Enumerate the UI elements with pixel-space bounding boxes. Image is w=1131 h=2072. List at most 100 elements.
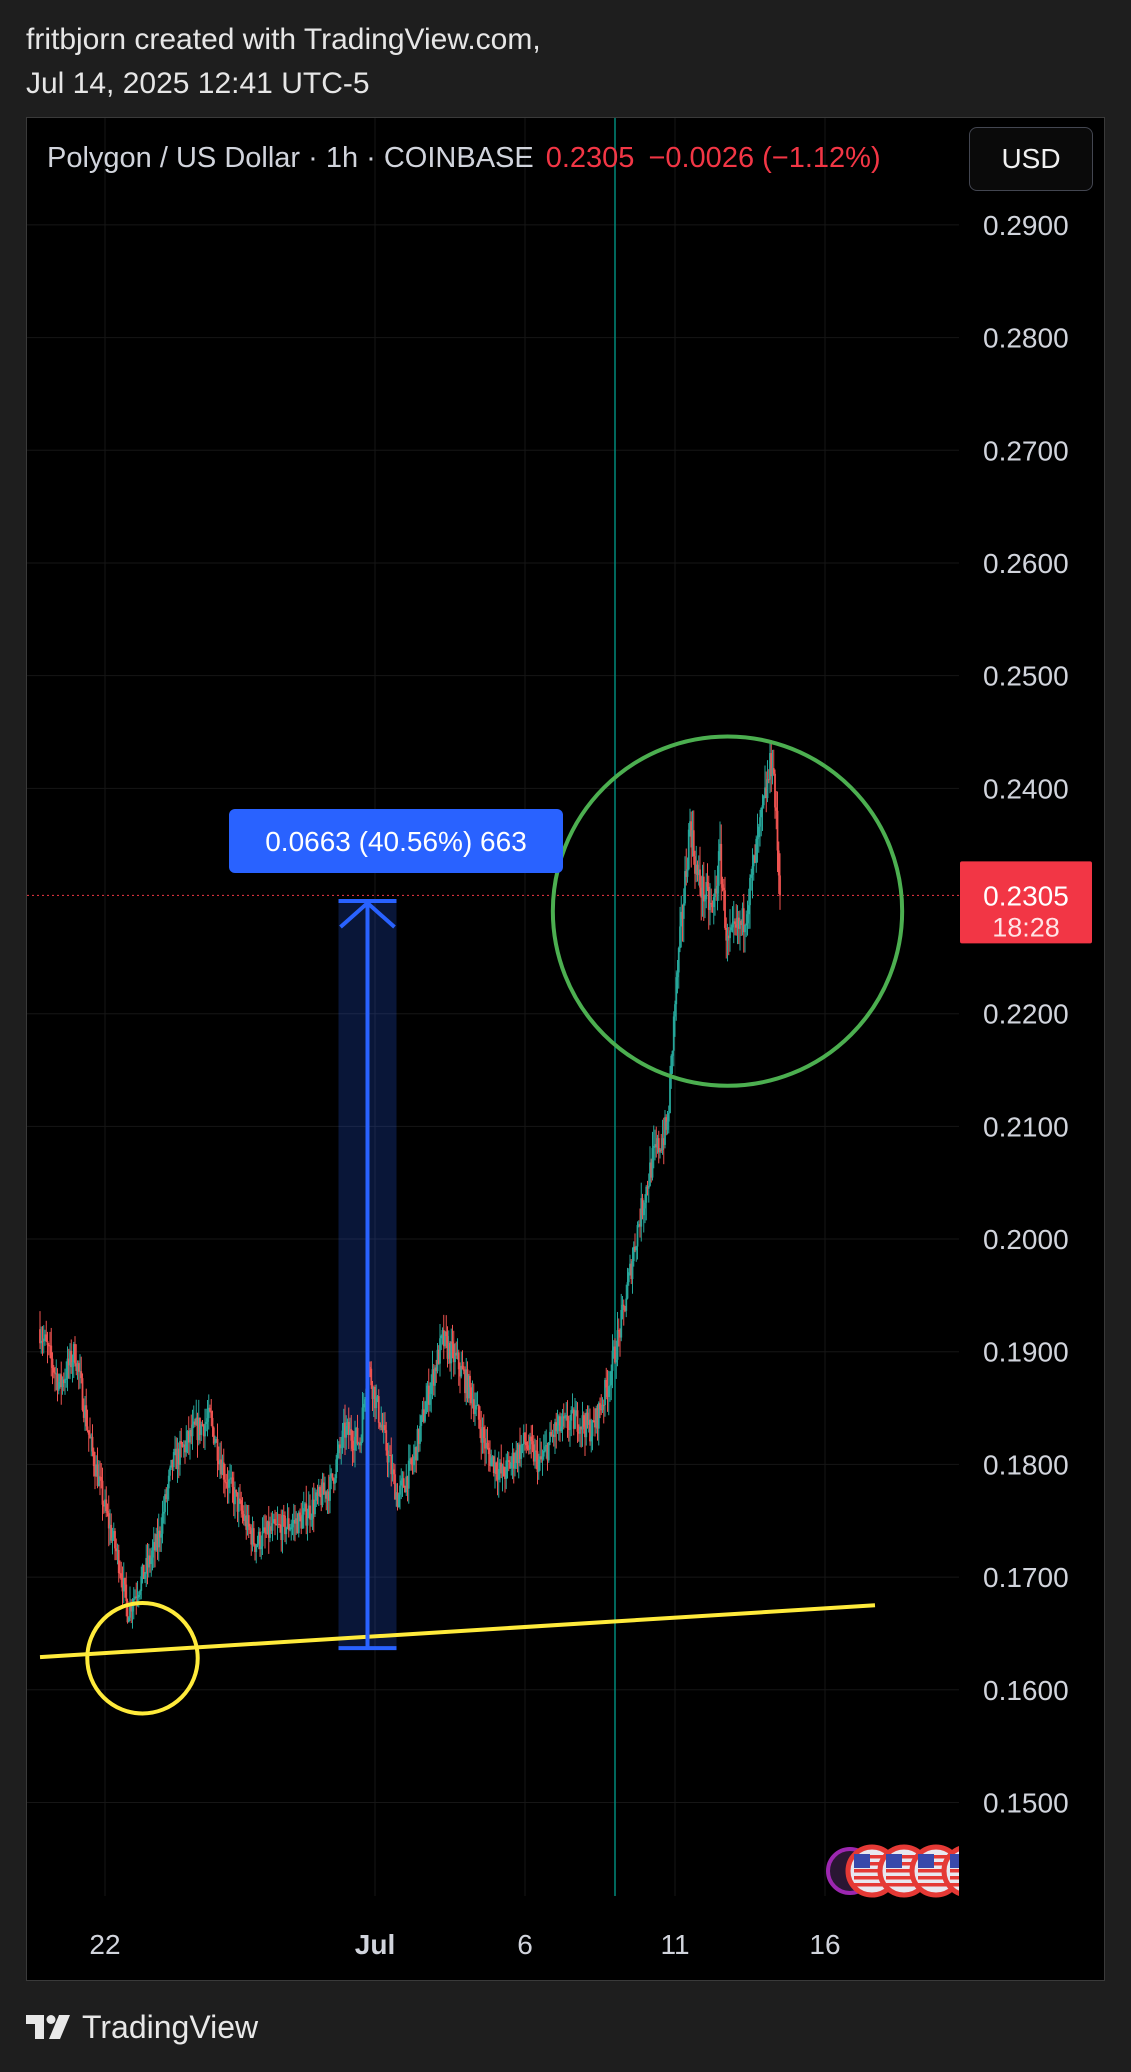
candle-body	[734, 921, 736, 925]
flag-canton	[886, 1854, 902, 1868]
candle-body	[102, 1504, 105, 1507]
candle-body	[300, 1516, 303, 1529]
candle-body	[740, 920, 743, 925]
candle-body	[226, 1483, 229, 1488]
candle-body	[231, 1477, 234, 1488]
candle-body	[752, 855, 755, 867]
chart-frame[interactable]: 0.1500 0.1600 0.1700 0.1800 0.1900 0.2000 0.21…	[26, 117, 1105, 1981]
candle-body	[124, 1578, 126, 1585]
candle-body	[450, 1341, 453, 1364]
candle-body	[391, 1469, 394, 1475]
candle-body	[270, 1526, 273, 1531]
candle-body	[74, 1344, 76, 1364]
candle-body	[761, 805, 764, 808]
candle-body	[249, 1526, 251, 1531]
green-circle[interactable]	[550, 734, 905, 1088]
candle-body	[122, 1578, 125, 1592]
y-tick-label: 0.2100	[983, 1111, 1069, 1142]
candle-body	[585, 1412, 588, 1438]
candle-body	[81, 1378, 84, 1411]
candle-body	[744, 925, 746, 933]
candle-body	[221, 1462, 224, 1475]
candle-body	[694, 856, 696, 874]
candle-body	[481, 1427, 484, 1443]
flag-stripe	[886, 1869, 922, 1873]
candle-body	[417, 1429, 420, 1444]
candle-body	[166, 1488, 169, 1499]
candle-body	[612, 1346, 615, 1351]
candle-body	[729, 930, 731, 939]
trend-line[interactable]	[39, 1603, 876, 1660]
candle-body	[506, 1460, 509, 1462]
candle-body	[381, 1424, 384, 1431]
candle-body	[206, 1418, 209, 1422]
candle-body	[71, 1362, 74, 1368]
candle-body	[544, 1446, 546, 1452]
price-axis[interactable]: 0.1500 0.1600 0.1700 0.1800 0.1900 0.2000 0.21…	[983, 210, 1069, 1819]
candle-body	[211, 1417, 214, 1428]
candle-body	[606, 1387, 609, 1397]
candle-body	[402, 1478, 405, 1488]
candle-body	[257, 1531, 260, 1544]
candle-body	[600, 1409, 603, 1411]
candle-body	[609, 1385, 611, 1387]
candle-body	[406, 1476, 409, 1489]
price-chart[interactable]: 0.1500 0.1600 0.1700 0.1800 0.1900 0.2000 0.21…	[27, 118, 1106, 1982]
candle-body	[312, 1499, 315, 1515]
candle-body	[624, 1306, 626, 1311]
candle-body	[760, 807, 763, 818]
candle-body	[116, 1549, 119, 1552]
measure-arrow-head[interactable]	[339, 900, 396, 929]
currency-button[interactable]: USD	[969, 127, 1093, 191]
candle-body	[604, 1379, 606, 1405]
candle-body	[107, 1513, 110, 1529]
candle-body	[615, 1359, 618, 1363]
flag-stripe	[886, 1876, 922, 1880]
candle-body	[55, 1373, 58, 1375]
candle-body	[86, 1426, 89, 1431]
candle-body	[645, 1186, 648, 1203]
candle-body	[485, 1442, 488, 1449]
candle-body	[354, 1436, 356, 1451]
footer-brand: TradingView	[82, 2008, 259, 2045]
candle-body	[259, 1531, 261, 1550]
candle-body	[170, 1459, 173, 1468]
candle-body	[677, 948, 680, 973]
candle-body	[457, 1352, 460, 1370]
candle-body	[730, 927, 733, 931]
candle-body	[91, 1436, 94, 1452]
candle-body	[84, 1405, 86, 1418]
candle-body	[454, 1352, 456, 1363]
candle-body	[335, 1459, 338, 1479]
candle-body	[529, 1436, 531, 1450]
measure-label[interactable]: 0.0663 (40.56%) 663	[229, 809, 563, 874]
candle-body	[299, 1512, 301, 1517]
candle-body	[696, 864, 699, 876]
candle-body	[176, 1448, 179, 1469]
y-tick-label: 0.2200	[983, 999, 1069, 1030]
candle-body	[65, 1378, 68, 1380]
candle-body	[614, 1346, 616, 1363]
candle-body	[650, 1162, 653, 1178]
candle-body	[565, 1415, 568, 1417]
candle-body	[319, 1487, 321, 1495]
candle-body	[280, 1524, 283, 1541]
candle-body	[192, 1421, 195, 1425]
candle-body	[536, 1451, 539, 1473]
drawings-overlay[interactable]	[39, 734, 905, 1716]
candle-body	[190, 1429, 193, 1437]
candle-body	[455, 1352, 458, 1356]
candle-body	[277, 1523, 280, 1525]
event-markers[interactable]	[826, 1844, 992, 1898]
candle-body	[69, 1350, 71, 1366]
yellow-circle[interactable]	[85, 1601, 200, 1716]
candle-body	[326, 1491, 329, 1499]
time-axis[interactable]: 22 Jul 6 11 16	[89, 1929, 840, 1960]
price-tag-countdown: 18:28	[992, 912, 1060, 942]
candle-body	[271, 1523, 274, 1531]
candle-body	[175, 1448, 178, 1469]
y-tick-label: 0.2700	[983, 435, 1069, 466]
logo-group[interactable]	[826, 1844, 992, 1898]
candle-body	[260, 1546, 263, 1550]
candle-body	[241, 1510, 244, 1515]
